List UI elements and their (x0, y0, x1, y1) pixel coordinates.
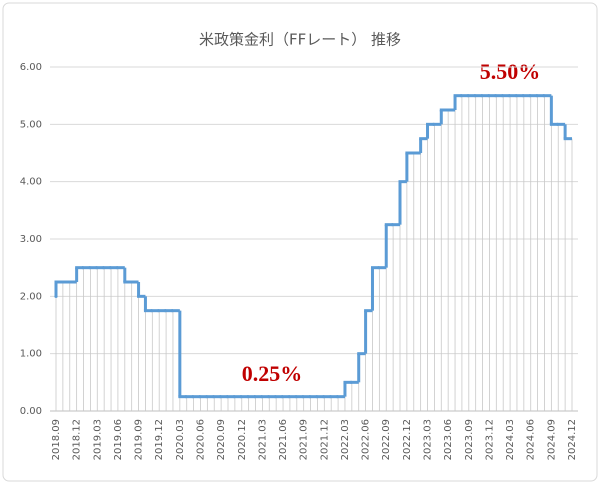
x-tick-label: 2023.06 (443, 419, 454, 460)
x-tick-label: 2024.06 (526, 419, 537, 460)
x-tick-label: 2019.06 (113, 419, 124, 460)
x-tick-label: 2018.09 (51, 419, 62, 460)
x-tick-label: 2021.06 (278, 419, 289, 460)
y-tick-label: 1.00 (20, 349, 42, 360)
x-tick-label: 2024.03 (505, 419, 516, 460)
x-tick-label: 2023.09 (464, 419, 475, 460)
x-tick-label: 2020.09 (216, 419, 227, 460)
y-tick-label: 2.00 (20, 291, 42, 302)
x-tick-label: 2019.03 (92, 419, 103, 460)
chart-title: 米政策金利（FFレート） 推移 (199, 31, 401, 49)
y-tick-label: 0.00 (20, 406, 42, 417)
x-tick-label: 2020.12 (237, 419, 248, 460)
x-tick-label: 2019.09 (134, 419, 145, 460)
x-tick-label: 2021.03 (257, 419, 268, 460)
x-tick-label: 2022.06 (361, 419, 372, 460)
x-tick-label: 2022.12 (402, 419, 413, 460)
y-tick-label: 3.00 (20, 234, 42, 245)
y-tick-label: 4.00 (20, 177, 42, 188)
x-tick-label: 2024.12 (567, 419, 578, 460)
annotation: 5.50% (480, 59, 541, 84)
x-tick-label: 2019.12 (154, 419, 165, 460)
y-tick-label: 6.00 (20, 62, 42, 73)
annotation: 0.25% (242, 361, 303, 386)
x-tick-label: 2024.09 (546, 419, 557, 460)
x-tick-label: 2023.03 (423, 419, 434, 460)
x-tick-label: 2021.12 (319, 419, 330, 460)
x-tick-label: 2022.09 (381, 419, 392, 460)
x-tick-label: 2020.06 (195, 419, 206, 460)
x-tick-label: 2020.03 (175, 419, 186, 460)
y-tick-label: 5.00 (20, 119, 42, 130)
x-tick-label: 2023.12 (484, 419, 495, 460)
x-tick-label: 2021.09 (299, 419, 310, 460)
x-tick-label: 2018.12 (72, 419, 83, 460)
x-tick-label: 2022.03 (340, 419, 351, 460)
